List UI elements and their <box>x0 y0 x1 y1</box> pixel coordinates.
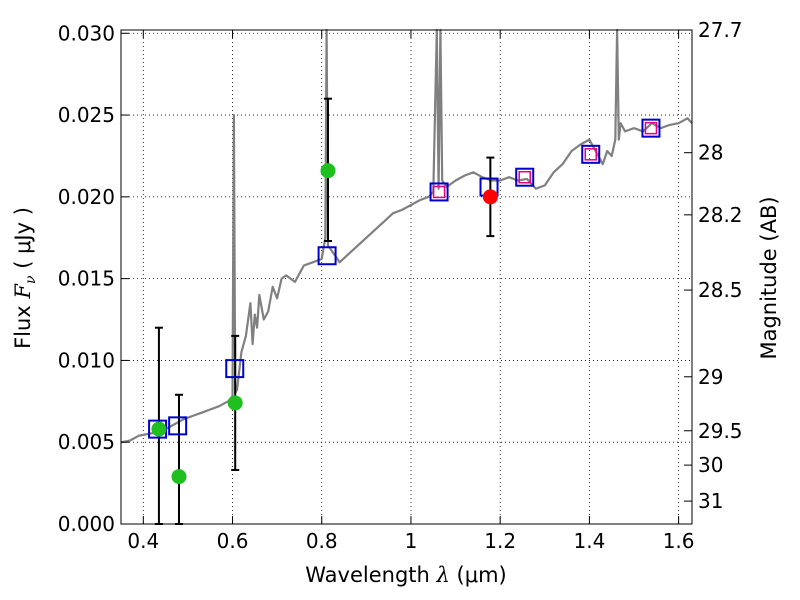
synthetic-photometry-marker <box>581 144 601 164</box>
y-tick-label: 0.025 <box>58 103 115 127</box>
x-tick-label: 1.6 <box>663 529 695 553</box>
y-axis-label-subscript: ν <box>23 275 39 284</box>
x-tick-label: 0.4 <box>127 529 159 553</box>
x-tick-label: 1.4 <box>573 529 605 553</box>
model-magnitude-marker <box>518 170 531 184</box>
y2-axis-label: Magnitude (AB) <box>757 196 781 359</box>
observed-flux-point <box>171 469 187 485</box>
synthetic-photometry-marker <box>515 167 535 187</box>
synthetic-photometry-marker <box>429 182 449 202</box>
y-tick-label: 0.030 <box>58 21 115 45</box>
x-tick-label: 0.6 <box>217 529 249 553</box>
model-magnitude-marker <box>584 148 597 161</box>
data-markers <box>148 118 661 485</box>
y2-tick-label: 27.7 <box>698 18 743 42</box>
y-tick-label: 0.010 <box>58 348 115 372</box>
x-axis-label-unit: (μm) <box>457 563 507 587</box>
x-tick-label: 0.8 <box>306 529 338 553</box>
synthetic-photometry-marker <box>168 416 188 436</box>
y-tick-label: 0.000 <box>58 512 115 536</box>
y2-tick-label: 28.2 <box>698 203 743 227</box>
synthetic-photometry-marker <box>317 246 337 266</box>
y2-tick-label: 29.5 <box>698 419 743 443</box>
y-axis-label-text: Flux <box>11 305 35 349</box>
y2-tick-label: 28 <box>698 141 723 165</box>
y-tick-label: 0.005 <box>58 430 115 454</box>
y2-tick-label: 31 <box>698 489 723 513</box>
y-axis-label-unit: ( μJy ) <box>11 207 35 269</box>
model-magnitude-marker <box>432 185 446 199</box>
x-tick-label: 1 <box>405 529 418 553</box>
observed-flux-point <box>227 395 243 411</box>
y-tick-label: 0.020 <box>58 185 115 209</box>
y-axis-label-symbol: F <box>11 283 35 300</box>
x-axis-label-text: Wavelength <box>305 563 430 587</box>
y-tick-label: 0.015 <box>58 267 115 291</box>
x-axis-label-symbol: λ <box>436 563 450 587</box>
synthetic-photometry-marker <box>225 359 245 379</box>
synthetic-photometry-marker <box>641 118 661 138</box>
plot-frame <box>120 29 693 525</box>
model-magnitude-marker <box>644 121 658 135</box>
y2-tick-label: 29 <box>698 365 723 389</box>
y2-tick-label: 28.5 <box>698 278 743 302</box>
x-axis-label: Wavelength λ (μm) <box>305 563 506 587</box>
observed-flux-point <box>151 421 167 437</box>
y-axis-label: Flux Fν ( μJy ) <box>11 207 39 349</box>
x-tick-label: 1.2 <box>484 529 516 553</box>
observed-flux-point <box>320 163 336 179</box>
axis-ticks: 0.4 0.6 0.8 1 1.2 1.4 1.6 0.000 0.005 0.010 0.015 0… <box>58 18 743 553</box>
observed-flux-point <box>482 189 498 205</box>
y2-tick-label: 30 <box>698 453 723 477</box>
